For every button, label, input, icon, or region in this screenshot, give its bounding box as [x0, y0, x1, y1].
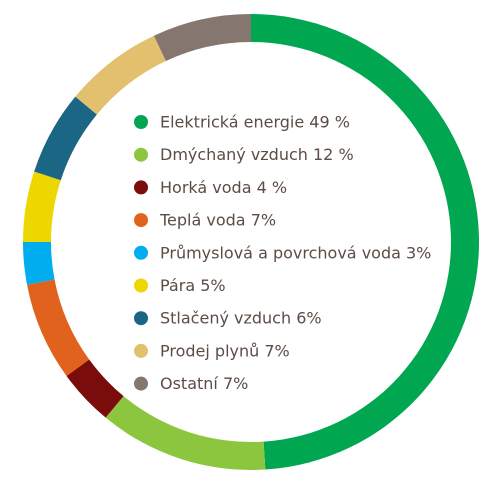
legend-label: Horká voda 4 %: [160, 178, 287, 197]
donut-segment: [23, 242, 55, 285]
donut-segment: [153, 14, 251, 62]
donut-segment: [66, 359, 124, 418]
legend-label: Průmyslová a povrchová voda 3%: [160, 243, 431, 262]
legend-swatch: [134, 115, 148, 129]
legend-swatch: [134, 180, 148, 195]
legend-swatch: [134, 311, 148, 326]
legend-label: Dmýchaný vzduch 12 %: [160, 145, 354, 164]
donut-segment: [23, 171, 61, 242]
legend-swatch: [134, 147, 148, 162]
donut-segment: [75, 35, 166, 115]
legend-label: Teplá voda 7%: [159, 211, 276, 230]
donut-segment: [34, 96, 97, 181]
legend-swatch: [134, 278, 148, 293]
legend-label: Pára 5%: [160, 276, 226, 295]
legend-swatch: [134, 245, 148, 260]
legend-label: Prodej plynů 7%: [160, 341, 290, 360]
donut-segment: [105, 396, 266, 470]
donut-segment: [27, 279, 90, 377]
legend-label: Elektrická energie 49 %: [160, 113, 350, 132]
donut-segment: [251, 14, 479, 470]
legend-label: Ostatní 7%: [160, 374, 248, 393]
legend-swatch: [134, 376, 148, 391]
legend-swatch: [134, 213, 148, 228]
legend-swatch: [134, 343, 148, 358]
legend-label: Stlačený vzduch 6%: [160, 309, 322, 328]
